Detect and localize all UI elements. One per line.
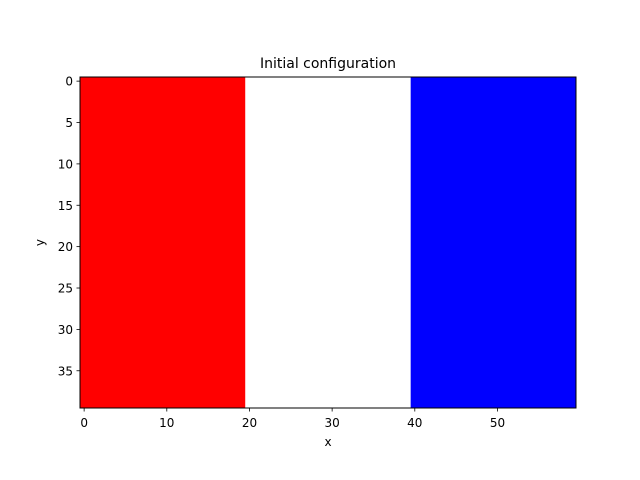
heatmap-region-0 [80, 77, 246, 408]
x-tick-label: 50 [490, 416, 505, 430]
y-tick-label: 25 [58, 282, 73, 296]
y-tick-label: 10 [58, 157, 73, 171]
plot-frame [79, 76, 577, 409]
heatmap-region-2 [410, 77, 576, 408]
y-tick-label: 20 [58, 240, 73, 254]
y-tick-label: 35 [58, 364, 73, 378]
y-tick-label: 5 [65, 116, 73, 130]
x-tick-label: 30 [324, 416, 339, 430]
x-tick-label: 20 [242, 416, 257, 430]
x-tick-label: 0 [80, 416, 88, 430]
y-tick-label: 30 [58, 323, 73, 337]
y-tick-label: 15 [58, 199, 73, 213]
x-tick-label: 10 [159, 416, 174, 430]
x-axis-label: x [324, 435, 331, 449]
x-tick-label: 40 [407, 416, 422, 430]
y-tick-label: 0 [65, 75, 73, 89]
heatmap-region-1 [245, 77, 411, 408]
y-axis-label: y [33, 239, 47, 246]
chart-title: Initial configuration [260, 56, 396, 72]
axis-ticks: 0 10 20 30 40 50 0 5 10 15 20 25 30 35 [58, 75, 505, 430]
heatmap-regions [80, 77, 576, 408]
